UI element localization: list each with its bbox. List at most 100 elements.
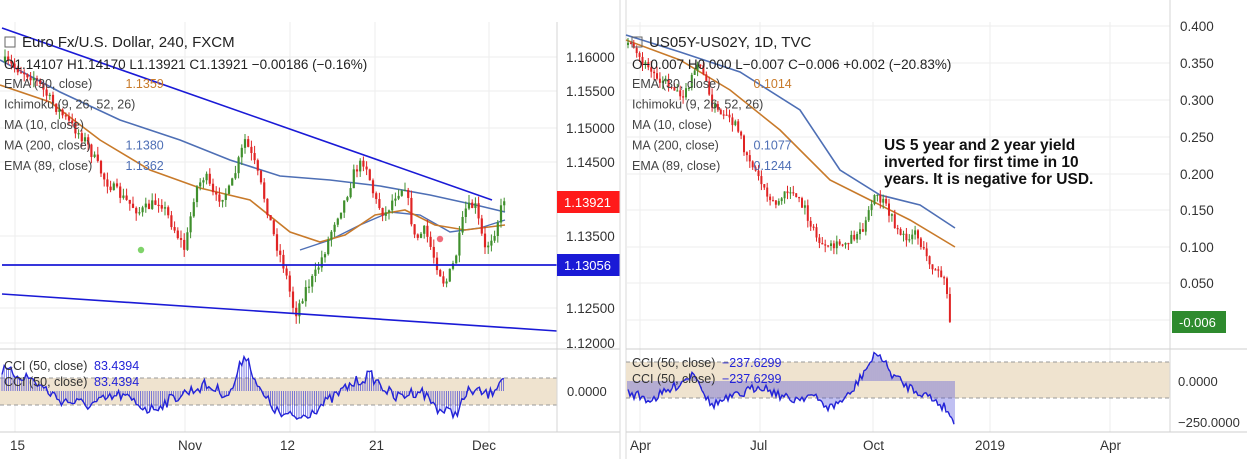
pane-divider[interactable] xyxy=(620,0,626,459)
yield-price-axis[interactable]: 0.400 0.350 0.300 0.250 0.200 0.150 0.100 0.050 xyxy=(1180,19,1214,291)
candle xyxy=(247,135,250,148)
candle xyxy=(711,88,714,112)
candle xyxy=(160,199,163,212)
candle xyxy=(885,195,888,207)
yield-time-axis[interactable]: Apr Jul Oct 2019 Apr xyxy=(626,431,1247,453)
candle xyxy=(275,228,279,257)
legend-row[interactable]: MA (200, close) 1.1380 xyxy=(4,139,164,153)
eurusd-trendlines[interactable] xyxy=(1,27,558,332)
legend-row[interactable]: MA (200, close) 0.1077 xyxy=(632,139,792,153)
price-tag: 1.13921 xyxy=(557,191,620,213)
legend-value: 1.1359 xyxy=(126,77,164,91)
candle xyxy=(864,216,867,236)
eurusd-cci-pane[interactable]: CCI (50, close) 83.4394 CCI (50, close) 83.… xyxy=(0,348,620,432)
candle xyxy=(384,206,387,221)
downtrend-resistance-line[interactable] xyxy=(1,27,493,201)
candle xyxy=(801,196,803,208)
eurusd-symbol-title[interactable]: Euro Fx/U.S. Dollar, 240, FXCM xyxy=(22,34,235,51)
candle xyxy=(803,200,806,215)
eurusd-time-axis[interactable]: 15 Nov 12 21 Dec xyxy=(0,431,620,453)
yield-candles xyxy=(627,38,951,324)
candle xyxy=(359,158,362,177)
legend-value: 1.1362 xyxy=(126,159,164,173)
candle xyxy=(173,221,176,234)
candle xyxy=(403,182,407,192)
candle xyxy=(687,87,690,92)
candle xyxy=(237,155,240,179)
eurusd-chart-pane[interactable]: Euro Fx/U.S. Dollar, 240, FXCM O1.14107 … xyxy=(0,22,620,432)
candle xyxy=(147,199,151,210)
candle xyxy=(39,78,42,87)
candle xyxy=(780,196,783,205)
candle xyxy=(125,188,128,201)
candle xyxy=(754,165,757,172)
candle xyxy=(783,191,786,204)
candle xyxy=(304,280,307,307)
legend-row[interactable]: Ichimoku (9, 26, 52, 26) xyxy=(4,98,135,112)
legend-row[interactable]: EMA (89, close) 1.1362 xyxy=(4,159,164,173)
candle xyxy=(725,108,728,116)
yield-inversion-annotation[interactable]: US 5 year and 2 year yield inverted for … xyxy=(884,137,1093,188)
legend-row[interactable]: EMA (30, close) 0.1014 xyxy=(632,77,792,91)
lower-channel-line[interactable] xyxy=(1,293,558,332)
candle xyxy=(74,118,77,139)
time-axis-label: 2019 xyxy=(975,438,1005,453)
candle xyxy=(269,214,272,221)
eurusd-legend: Euro Fx/U.S. Dollar, 240, FXCM O1.14107 … xyxy=(4,34,367,173)
candle xyxy=(876,194,879,202)
candle xyxy=(745,151,748,162)
candle xyxy=(416,233,419,241)
candle xyxy=(365,161,368,176)
candle xyxy=(87,134,90,151)
eurusd-price-axis[interactable]: 1.16000 1.15500 1.15000 1.14500 1.13500 1.125… xyxy=(566,50,615,351)
collapse-icon[interactable] xyxy=(631,36,643,48)
candle xyxy=(818,233,821,249)
eurusd-ohlc-readout: O1.14107 H1.14170 L1.13921 C1.13921 −0.0… xyxy=(4,57,367,72)
legend-value: 0.1077 xyxy=(754,139,792,153)
candle xyxy=(362,156,365,172)
candle xyxy=(650,61,653,78)
ichimoku-signal-dots xyxy=(137,235,444,254)
candle xyxy=(83,132,87,145)
candle xyxy=(291,286,295,314)
candle xyxy=(740,130,743,140)
candle xyxy=(371,178,375,198)
yield-cci-line xyxy=(627,351,955,425)
candle xyxy=(151,193,154,210)
candle xyxy=(464,201,467,224)
candle xyxy=(873,194,876,206)
candle xyxy=(263,178,266,203)
yield-symbol-title[interactable]: US05Y-US02Y, 1D, TVC xyxy=(649,34,811,51)
yield-spread-chart-pane[interactable]: US05Y-US02Y, 1D, TVC O−0.007 H0.000 L−0.… xyxy=(625,0,1226,432)
cci-legend-value: 83.4394 xyxy=(94,359,139,373)
candle xyxy=(141,205,144,217)
collapse-icon[interactable] xyxy=(4,36,16,48)
candle xyxy=(179,230,183,248)
legend-label: MA (200, close) xyxy=(632,139,719,153)
legend-row[interactable]: MA (10, close) xyxy=(632,118,712,132)
candle xyxy=(336,217,339,228)
annotation-line-3: years. It is negative for USD. xyxy=(884,171,1093,188)
candle xyxy=(719,108,722,115)
eurusd-cci-axis-zero: 0.0000 xyxy=(567,384,607,399)
candle xyxy=(199,178,202,191)
candle xyxy=(234,165,237,180)
candle xyxy=(480,214,483,236)
cci-legend-value: 83.4394 xyxy=(94,375,139,389)
candle xyxy=(112,181,115,191)
candle xyxy=(192,198,195,218)
candle xyxy=(850,230,853,244)
candle xyxy=(311,274,314,293)
legend-row[interactable]: EMA (89, close) 0.1244 xyxy=(632,159,792,173)
legend-row[interactable]: EMA (30, close) 1.1359 xyxy=(4,77,164,91)
candle xyxy=(387,209,391,220)
price-axis-label: 0.300 xyxy=(1180,93,1214,108)
candle xyxy=(218,187,221,207)
candle xyxy=(772,196,774,202)
candle xyxy=(103,172,106,187)
candle xyxy=(841,243,844,247)
legend-row[interactable]: MA (10, close) xyxy=(4,118,84,132)
candle xyxy=(696,61,699,77)
legend-row[interactable]: Ichimoku (9, 26, 52, 26) xyxy=(632,98,763,112)
